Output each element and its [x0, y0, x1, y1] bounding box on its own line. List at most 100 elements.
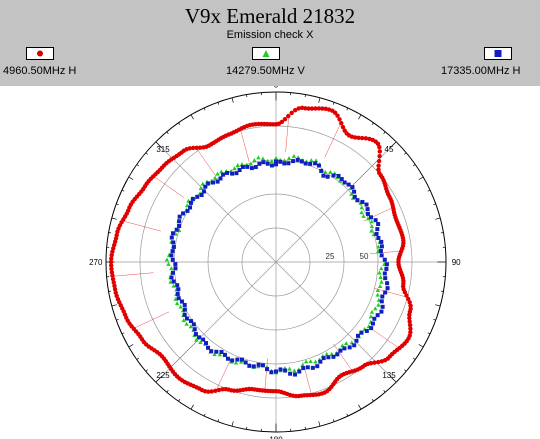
data-point: [303, 106, 308, 111]
data-point: [355, 198, 360, 203]
data-point: [169, 253, 174, 258]
radial-tick-label: 25: [326, 252, 335, 261]
data-point: [109, 270, 115, 275]
data-point: [256, 155, 261, 160]
data-point: [379, 299, 384, 304]
triangle-marker-icon: [252, 47, 280, 60]
data-point: [114, 232, 119, 238]
radial-tick-labels: 25 50: [326, 252, 369, 261]
angle-tick-label: 135: [382, 371, 396, 380]
series-spoke: [215, 358, 232, 391]
data-point: [230, 358, 235, 363]
data-point: [217, 352, 223, 357]
angle-tick-mark: [111, 304, 117, 307]
data-point: [359, 135, 365, 141]
data-point: [332, 110, 338, 115]
data-point: [175, 283, 180, 288]
data-point: [282, 161, 287, 166]
angle-tick-mark: [371, 122, 374, 126]
data-point: [108, 263, 114, 268]
angle-tick-mark: [190, 404, 194, 410]
series-spoke: [112, 272, 154, 277]
data-point: [273, 122, 279, 127]
data-point: [291, 159, 296, 164]
data-point: [212, 175, 218, 180]
angle-tick-mark: [166, 390, 169, 393]
data-point: [313, 359, 318, 364]
data-point: [350, 185, 355, 190]
data-point: [376, 158, 382, 164]
data-point: [174, 301, 180, 306]
data-point: [112, 283, 117, 289]
data-point: [238, 359, 244, 364]
data-point: [352, 135, 358, 140]
data-point: [380, 294, 385, 299]
data-point: [408, 326, 413, 331]
angle-tick-mark: [404, 369, 407, 372]
data-point: [164, 257, 170, 262]
data-point: [324, 351, 329, 356]
data-point: [323, 169, 328, 174]
data-point: [384, 262, 389, 267]
series-spoke: [122, 220, 161, 232]
data-point: [349, 191, 354, 196]
data-point: [379, 239, 384, 244]
data-point: [269, 163, 274, 168]
data-point: [310, 365, 315, 370]
data-point: [367, 136, 372, 142]
angle-tick-mark: [203, 413, 206, 417]
data-point: [113, 236, 119, 241]
circle-marker-icon: [26, 47, 54, 60]
data-point: [368, 215, 373, 220]
data-point: [265, 161, 270, 166]
data-point: [256, 362, 261, 367]
data-point: [184, 316, 189, 321]
data-point: [377, 284, 383, 289]
angle-tick-label: 315: [156, 145, 170, 154]
data-point: [320, 106, 325, 111]
data-point: [376, 222, 381, 227]
data-point: [230, 171, 235, 176]
data-point: [369, 219, 374, 224]
data-point: [182, 307, 187, 312]
data-point: [331, 354, 336, 359]
angle-tick-mark: [190, 114, 194, 120]
series-3: [169, 157, 390, 377]
data-point: [260, 363, 265, 368]
angle-tick-mark: [346, 107, 349, 111]
data-point: [177, 214, 182, 219]
angle-tick-mark: [358, 114, 362, 120]
data-point: [376, 302, 381, 307]
data-point: [379, 244, 384, 249]
data-point: [203, 184, 208, 189]
data-point: [195, 194, 200, 199]
data-point: [182, 312, 187, 317]
data-point: [377, 149, 383, 154]
data-point: [210, 180, 215, 185]
chart-subtitle: Emission check X: [226, 29, 314, 41]
data-point: [359, 210, 364, 215]
angle-tick-label: 180: [269, 436, 283, 439]
data-point: [369, 228, 374, 233]
data-point: [109, 252, 114, 258]
series-spoke: [195, 147, 217, 177]
data-point: [206, 389, 211, 394]
legend-label-3: 17335.00MHz H: [441, 65, 521, 77]
data-point: [323, 106, 328, 112]
data-point: [173, 262, 178, 267]
data-point: [376, 359, 381, 365]
data-point: [370, 321, 375, 326]
data-point: [356, 333, 361, 338]
data-point: [179, 299, 184, 304]
data-point: [220, 387, 225, 392]
data-point: [299, 159, 304, 164]
data-point: [360, 199, 365, 204]
data-point: [297, 369, 302, 374]
data-point: [316, 163, 321, 168]
data-point: [383, 290, 388, 295]
angle-tick-mark: [145, 152, 148, 155]
data-point: [373, 218, 378, 223]
data-point: [379, 253, 384, 258]
series-spoke: [324, 122, 342, 158]
data-point: [383, 276, 388, 281]
